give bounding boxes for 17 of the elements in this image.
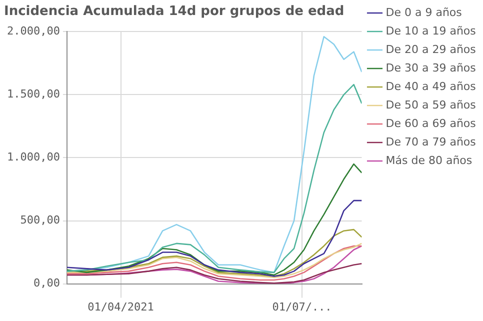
- y-tick-label: 0,00: [33, 276, 60, 290]
- chart-title: Incidencia Acumulada 14d por grupos de edad: [4, 4, 344, 20]
- legend-label: De 40 a 49 años: [386, 80, 476, 93]
- legend-label: Más de 80 años: [386, 154, 472, 167]
- x-tick-label: 01/07/...: [272, 300, 332, 314]
- legend-label: De 0 a 9 años: [386, 6, 462, 19]
- y-tick-label: 500,00: [20, 214, 60, 227]
- legend-label: De 70 a 79 años: [386, 135, 476, 148]
- legend-label: De 50 a 59 años: [386, 98, 476, 112]
- legend-label: De 10 a 19 años: [386, 24, 476, 38]
- y-tick-label: 2.000,00: [6, 24, 60, 38]
- x-tick-label: 01/04/2021: [88, 300, 154, 314]
- y-tick-label: 1.500,00: [6, 88, 60, 101]
- legend-label: De 30 a 39 años: [386, 61, 476, 74]
- y-tick-label: 1.000,00: [6, 150, 60, 164]
- legend-label: De 20 a 29 años: [386, 42, 476, 56]
- legend-label: De 60 a 69 años: [386, 116, 476, 130]
